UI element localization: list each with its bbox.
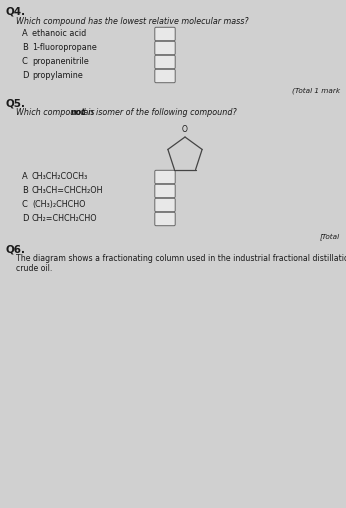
Text: C: C [22, 200, 28, 209]
Text: Q6.: Q6. [6, 244, 26, 254]
Text: Q5.: Q5. [6, 98, 26, 108]
Text: B: B [22, 43, 28, 52]
Text: an isomer of the following compound?: an isomer of the following compound? [81, 108, 237, 117]
FancyBboxPatch shape [155, 27, 175, 41]
Text: [Total: [Total [320, 233, 340, 240]
FancyBboxPatch shape [155, 55, 175, 69]
Text: C: C [22, 57, 28, 66]
Text: B: B [22, 186, 28, 195]
FancyBboxPatch shape [155, 170, 175, 184]
Text: 1-fluoropropane: 1-fluoropropane [32, 43, 97, 52]
Text: A: A [22, 172, 28, 181]
Text: Q4.: Q4. [6, 7, 26, 17]
FancyBboxPatch shape [155, 184, 175, 198]
Text: A: A [22, 29, 28, 38]
Text: crude oil.: crude oil. [16, 264, 52, 273]
Text: Which compound is: Which compound is [16, 108, 97, 117]
FancyBboxPatch shape [155, 212, 175, 226]
FancyBboxPatch shape [155, 41, 175, 55]
Text: D: D [22, 71, 28, 80]
Text: propanenitrile: propanenitrile [32, 57, 89, 66]
Text: CH₂=CHCH₂CHO: CH₂=CHCH₂CHO [32, 214, 98, 223]
Text: Which compound has the lowest relative molecular mass?: Which compound has the lowest relative m… [16, 17, 249, 26]
Text: The diagram shows a fractionating column used in the industrial fractional disti: The diagram shows a fractionating column… [16, 254, 346, 263]
FancyBboxPatch shape [155, 69, 175, 83]
Text: D: D [22, 214, 28, 223]
FancyBboxPatch shape [155, 198, 175, 212]
Text: CH₃CH=CHCH₂OH: CH₃CH=CHCH₂OH [32, 186, 103, 195]
Text: CH₃CH₂COCH₃: CH₃CH₂COCH₃ [32, 172, 88, 181]
Text: propylamine: propylamine [32, 71, 83, 80]
Text: not: not [71, 108, 86, 117]
Text: (CH₃)₂CHCHO: (CH₃)₂CHCHO [32, 200, 85, 209]
Text: (Total 1 mark: (Total 1 mark [292, 87, 340, 93]
Text: O: O [182, 125, 188, 134]
Text: ethanoic acid: ethanoic acid [32, 29, 86, 38]
